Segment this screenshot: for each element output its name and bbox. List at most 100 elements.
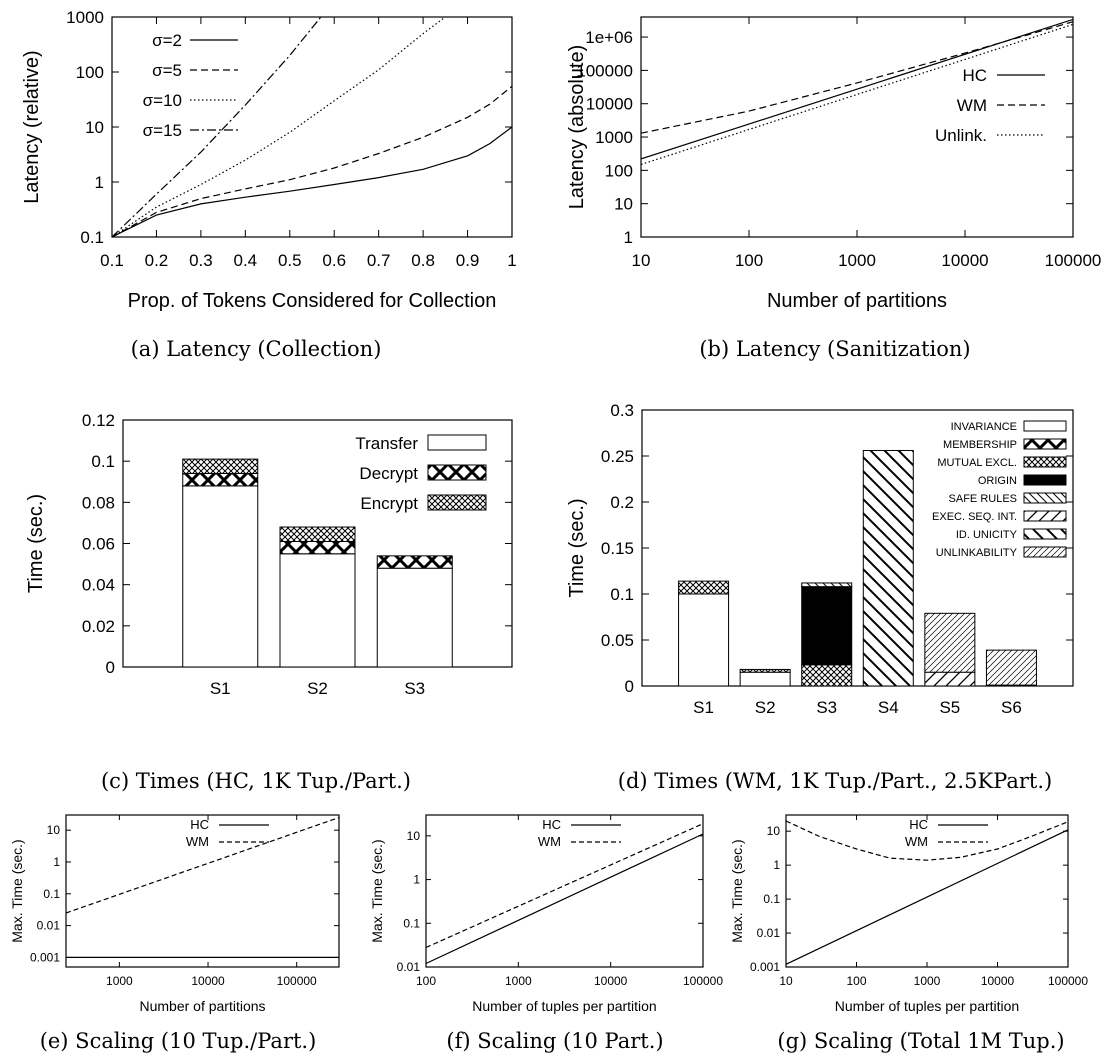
legend-swatch (427, 464, 487, 481)
chart-caption: (a) Latency (Collection) (131, 337, 382, 361)
charts-layer: (a) Latency (Collection) 0.1 1 10 100 1000 Lat… (9, 8, 1101, 1053)
legend-label: σ=5 (152, 61, 182, 80)
y-tick-label: 100 (76, 63, 104, 82)
x-tick-label: 100000 (277, 974, 317, 988)
legend-label: WM (957, 96, 987, 115)
legend-swatch (1023, 420, 1067, 432)
y-tick-label: 0.1 (403, 916, 420, 930)
chart-f: (f) Scaling (10 Part.) 0.01 0.1 1 10 Max. Tim… (369, 814, 723, 1053)
legend-label: MEMBERSHIP (943, 439, 1017, 451)
chart-g: (g) Scaling (Total 1M Tup.) 0.001 0.01 0.1 1… (729, 814, 1088, 1053)
legend-label: σ=10 (143, 91, 182, 110)
x-axis-label: Number of partitions (139, 998, 265, 1014)
legend-swatch (1023, 510, 1067, 522)
bar-segment-exec-seq-int- (924, 671, 976, 687)
x-tick-label: 0.6 (322, 251, 346, 270)
y-axis-label: Latency (absolute) (566, 45, 588, 210)
x-tick-label: 100000 (1045, 251, 1102, 270)
y-tick-label: 1000 (66, 8, 104, 27)
legend-swatch (427, 434, 487, 451)
x-tick-label: 10000 (981, 974, 1015, 988)
plot-frame (640, 16, 1074, 238)
chart-caption: (d) Times (WM, 1K Tup./Part., 2.5KPart.) (618, 769, 1052, 793)
y-tick-label: 1e+06 (585, 28, 633, 47)
chart-a: (a) Latency (Collection) 0.1 1 10 100 1000 Lat… (21, 8, 517, 361)
legend-label: ID. UNICITY (956, 529, 1018, 541)
series-line-wm (641, 21, 1073, 134)
x-tick-label: 1000 (505, 974, 532, 988)
chart-b: (b) Latency (Sanitization) 1 10 100 1000 1000… (566, 16, 1102, 361)
x-tick-label: S1 (210, 679, 231, 698)
y-axis-label: Time (sec.) (25, 494, 47, 593)
y-tick-label: 10000 (586, 95, 633, 114)
y-tick-label: 0.05 (601, 631, 634, 650)
chart-c: (c) Times (HC, 1K Tup./Part.) 0 0.02 0.04 0.… (25, 411, 513, 793)
bar-segment-safe-rules (801, 582, 853, 588)
series-line-wm (786, 820, 1068, 861)
x-tick-label: S3 (816, 698, 837, 717)
x-tick-label: 0.9 (456, 251, 480, 270)
x-tick-label: 1000 (914, 974, 941, 988)
x-tick-label: 10000 (594, 974, 628, 988)
x-tick-label: S5 (939, 698, 960, 717)
legend-label: σ=2 (152, 31, 182, 50)
series-line--10 (112, 17, 446, 237)
bar-segment-decrypt (182, 473, 259, 487)
y-tick-label: 10 (407, 829, 421, 843)
y-tick-label: 0.1 (43, 887, 60, 901)
series-line--15 (112, 17, 322, 237)
bar-segment-decrypt (279, 540, 356, 555)
chart-caption: (g) Scaling (Total 1M Tup.) (777, 1029, 1064, 1053)
bar-segment-transfer (279, 553, 356, 668)
chart-d: (d) Times (WM, 1K Tup./Part., 2.5KPart.)… (566, 401, 1074, 793)
x-tick-label: 10 (632, 251, 651, 270)
x-axis-label: Number of partitions (767, 290, 947, 312)
bar-segment-unlinkability (985, 649, 1037, 686)
y-tick-label: 0.001 (30, 950, 60, 964)
y-tick-label: 0.1 (610, 585, 634, 604)
x-tick-label: 100 (846, 974, 866, 988)
legend-label: WM (538, 834, 561, 849)
y-tick-label: 100000 (576, 61, 633, 80)
y-tick-label: 0.08 (82, 493, 115, 512)
y-tick-label: 10 (614, 195, 633, 214)
y-tick-label: 1000 (595, 128, 633, 147)
x-axis-label: Number of tuples per partition (472, 998, 656, 1014)
y-tick-label: 1 (773, 858, 780, 872)
x-tick-label: 0.8 (411, 251, 435, 270)
bar-segment-unlinkability (924, 612, 976, 673)
legend-label: Decrypt (359, 464, 418, 483)
legend-swatch (1023, 474, 1067, 486)
y-tick-label: 1 (624, 228, 633, 247)
y-tick-label: 10 (85, 118, 104, 137)
legend-label: σ=15 (143, 121, 182, 140)
legend-swatch (1023, 438, 1067, 450)
legend-label: MUTUAL EXCL. (937, 457, 1017, 469)
y-axis-label: Max. Time (sec.) (369, 839, 385, 942)
bar-segment-mutual-excl- (678, 580, 730, 595)
x-tick-label: 0.1 (100, 251, 124, 270)
y-tick-label: 0.04 (82, 576, 115, 595)
y-tick-label: 0.01 (397, 960, 421, 974)
y-axis-label: Time (sec.) (566, 498, 588, 597)
x-tick-label: 100 (735, 251, 763, 270)
y-tick-label: 0.2 (610, 493, 634, 512)
y-tick-label: 0.01 (757, 926, 781, 940)
series-line--5 (112, 85, 512, 237)
y-tick-label: 100 (605, 161, 633, 180)
bar-segment-origin (801, 586, 853, 666)
bar-segment-transfer (182, 485, 259, 668)
series-line-hc (786, 829, 1068, 965)
bar-segment-mutual-excl- (801, 664, 853, 687)
legend-label: SAFE RULES (949, 493, 1017, 505)
x-tick-label: 100 (416, 974, 436, 988)
bar-segment-encrypt (279, 526, 356, 542)
series-line--2 (112, 126, 512, 237)
legend-label: Unlink. (935, 126, 987, 145)
legend-label: EXEC. SEQ. INT. (932, 511, 1017, 523)
chart-caption: (c) Times (HC, 1K Tup./Part.) (101, 769, 411, 793)
x-tick-label: 1000 (106, 974, 133, 988)
legend-swatch (1023, 546, 1067, 558)
legend-label: Transfer (355, 434, 418, 453)
legend-swatch (1023, 456, 1067, 468)
